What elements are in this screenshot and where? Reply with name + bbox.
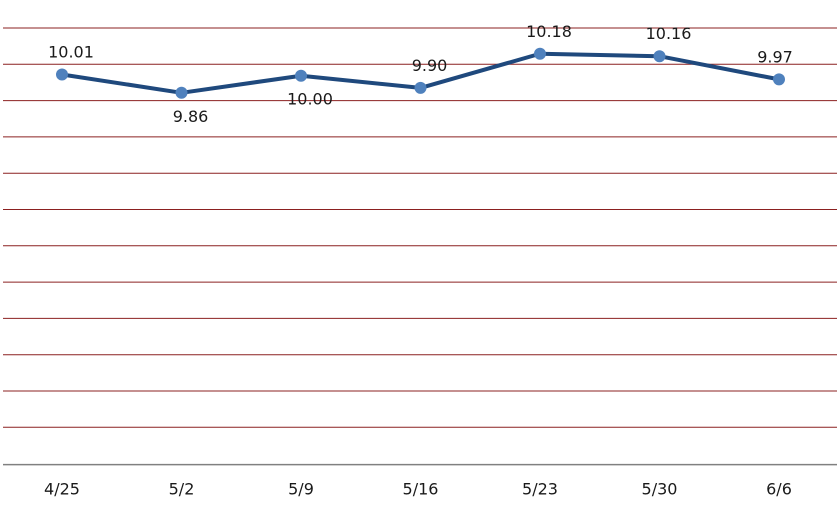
data-point: [414, 81, 427, 94]
x-tick-label: 5/30: [642, 480, 678, 499]
data-label: 9.86: [173, 107, 209, 126]
data-point: [773, 73, 785, 86]
data-point: [534, 47, 546, 60]
data-label: 9.97: [757, 47, 793, 66]
x-tick-label: 5/9: [288, 480, 314, 499]
x-tick-label: 6/6: [766, 480, 792, 499]
data-labels: 10.01 9.86 10.00 9.90 10.18 10.16 9.97: [48, 22, 793, 126]
x-tick-label: 5/16: [403, 480, 439, 499]
data-point: [653, 50, 666, 63]
gridlines: [3, 27, 837, 428]
x-tick-label: 5/2: [169, 480, 195, 499]
data-label: 9.90: [412, 56, 448, 75]
x-tick-labels: 4/25 5/2 5/9 5/16 5/23 5/30 6/6: [44, 480, 792, 499]
data-label: 10.00: [287, 90, 333, 109]
data-points: [56, 47, 785, 99]
data-point: [56, 68, 68, 81]
data-label: 10.18: [526, 22, 572, 41]
x-tick-label: 4/25: [44, 480, 80, 499]
data-label: 10.01: [48, 43, 94, 62]
data-label: 10.16: [646, 24, 692, 43]
data-point: [175, 86, 188, 99]
x-tick-label: 5/23: [522, 480, 558, 499]
data-point: [295, 69, 307, 82]
